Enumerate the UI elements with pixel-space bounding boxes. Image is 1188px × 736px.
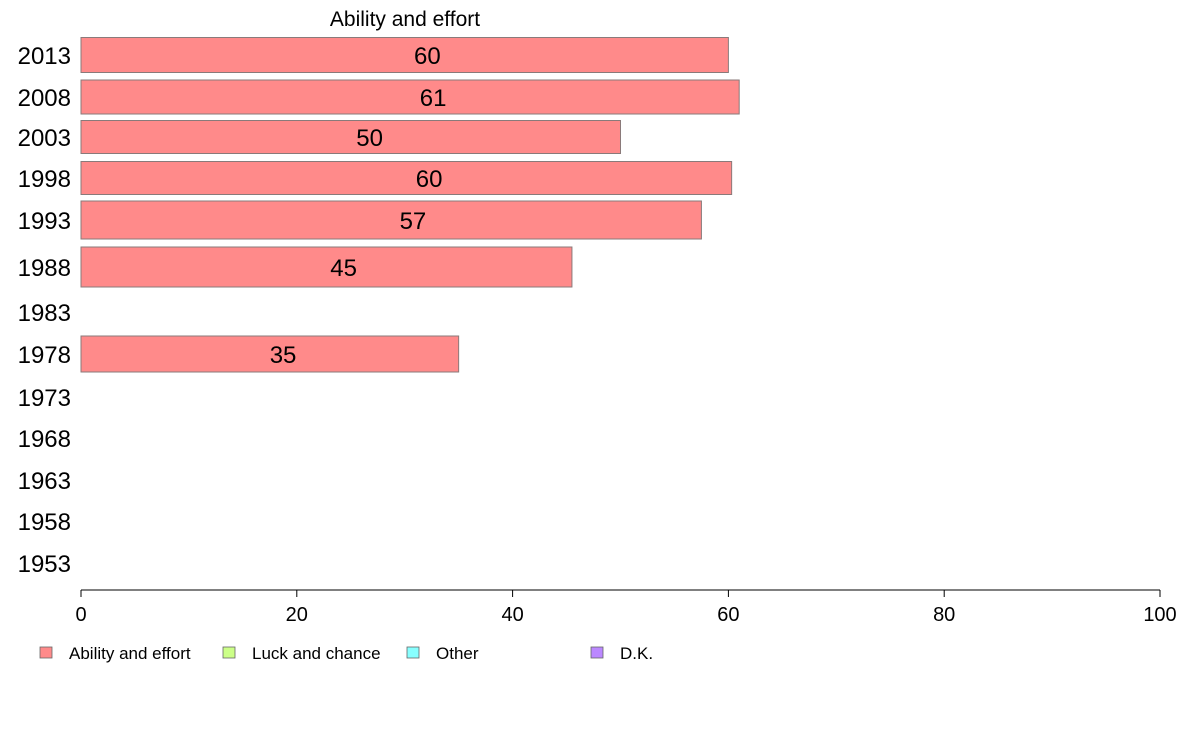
legend-label: D.K.	[620, 644, 653, 663]
category-label: 1993	[18, 208, 71, 235]
legend-swatch	[590, 646, 604, 659]
bars-group: 60 61 50 60 57 45 35	[80, 37, 740, 373]
x-tick-label: 20	[286, 604, 308, 626]
bar	[80, 246, 573, 288]
bar-value-label: 45	[330, 255, 357, 282]
legend-swatch	[222, 646, 236, 659]
bar	[80, 37, 729, 73]
bar	[80, 120, 621, 154]
category-label: 1953	[18, 551, 71, 578]
bar	[80, 161, 733, 195]
category-labels: 2013 2008 2003 1998 1993 1988 1983 1978 1973 1968…	[18, 43, 71, 578]
x-tick-label: 80	[933, 604, 955, 626]
bar-value-label: 61	[420, 85, 447, 112]
category-label: 1988	[18, 255, 71, 282]
legend-label: Luck and chance	[252, 644, 381, 663]
bar-value-label: 35	[270, 342, 297, 369]
legend-swatch	[406, 646, 420, 659]
bar-value-label: 60	[416, 166, 443, 193]
category-label: 1983	[18, 300, 71, 327]
bar	[80, 200, 702, 240]
category-label: 2003	[18, 125, 71, 152]
category-label: 2008	[18, 85, 71, 112]
category-label: 2013	[18, 43, 71, 70]
bar	[80, 79, 740, 115]
legend-swatch	[39, 646, 53, 659]
category-label: 1963	[18, 468, 71, 495]
bar-value-label: 50	[356, 125, 383, 152]
bar	[80, 335, 460, 373]
category-label: 1998	[18, 166, 71, 193]
category-label: 1958	[18, 509, 71, 536]
bar-value-label: 57	[400, 208, 427, 235]
x-axis: 0 20 40 60 80 100	[75, 589, 1177, 626]
x-tick-label: 40	[501, 604, 523, 626]
bar-value-label: 60	[414, 43, 441, 70]
category-label: 1973	[18, 385, 71, 412]
x-tick-label: 60	[717, 604, 739, 626]
category-label: 1978	[18, 342, 71, 369]
legend-label: Other	[436, 644, 479, 663]
x-tick-label: 100	[1143, 604, 1176, 626]
x-tick-label: 0	[75, 604, 86, 626]
legend: Ability and effort Luck and chance Other D.…	[39, 644, 653, 663]
legend-label: Ability and effort	[69, 644, 191, 663]
category-label: 1968	[18, 426, 71, 453]
chart-title: Ability and effort	[330, 8, 480, 31]
